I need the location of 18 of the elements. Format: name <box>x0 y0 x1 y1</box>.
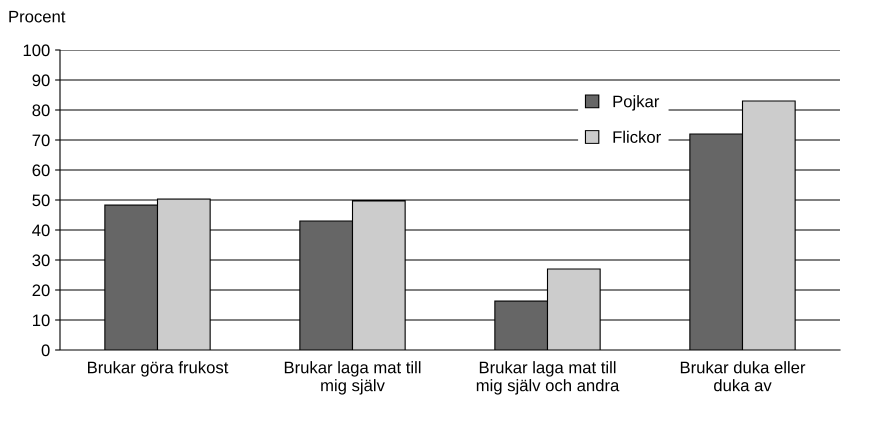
y-axis-title: Procent <box>9 10 66 22</box>
x-tick-label: Brukar laga mat till mig själv <box>284 361 420 395</box>
x-tick-label: Brukar laga mat till mig själv och andra <box>476 361 620 395</box>
y-tick-label: 0 <box>42 344 50 356</box>
y-tick-label: 10 <box>33 314 50 326</box>
y-tick-label: 50 <box>32 194 50 206</box>
y-tick-label: 90 <box>32 74 50 86</box>
x-tick-label: Brukar göra frukost <box>88 361 228 377</box>
y-tick-label: 40 <box>32 224 50 236</box>
y-tick-label: 30 <box>32 254 50 266</box>
y-tick-label: 100 <box>24 44 50 56</box>
y-tick-label: 20 <box>32 284 50 296</box>
x-tick-label: Brukar duka eller duka av <box>680 361 806 392</box>
legend-label: Flickor <box>613 130 661 143</box>
legend-label: Pojkar <box>613 95 660 111</box>
y-tick-label: 60 <box>32 164 50 176</box>
y-tick-label: 70 <box>32 134 50 146</box>
y-tick-label: 80 <box>32 104 50 116</box>
